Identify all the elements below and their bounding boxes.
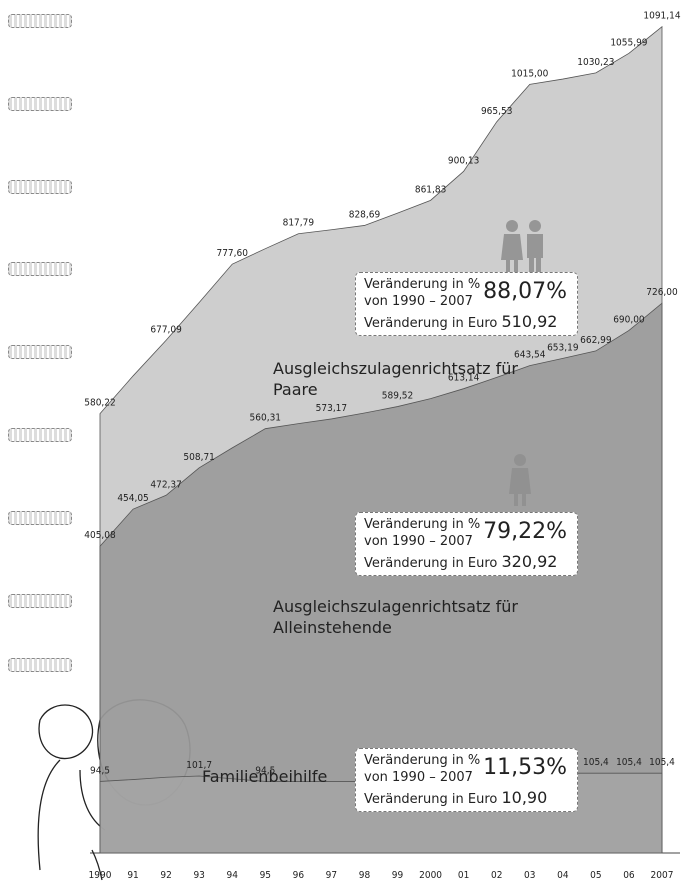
x-tick-label: 02 bbox=[491, 870, 502, 881]
x-tick-label: 99 bbox=[392, 870, 404, 881]
data-label: 662,99 bbox=[580, 335, 612, 346]
x-tick-label: 91 bbox=[127, 870, 138, 881]
data-label: 573,17 bbox=[316, 403, 347, 414]
data-label: 828,69 bbox=[349, 209, 381, 220]
x-tick-label: 93 bbox=[193, 870, 204, 881]
data-label: 105,4 bbox=[583, 757, 609, 768]
euro-row: Veränderung in Euro 320,92 bbox=[364, 553, 569, 572]
y-label-blob bbox=[8, 180, 72, 194]
y-label-blob bbox=[8, 345, 72, 359]
x-tick-label: 95 bbox=[260, 870, 271, 881]
data-label: 817,79 bbox=[283, 218, 315, 229]
data-label: 472,37 bbox=[150, 479, 181, 490]
data-label: 94,5 bbox=[90, 765, 110, 776]
data-label: 560,31 bbox=[250, 413, 281, 424]
data-label: 1030,23 bbox=[577, 57, 614, 68]
change-percent: 88,07% bbox=[483, 283, 567, 300]
y-label-blob bbox=[8, 594, 72, 608]
x-tick-label: 03 bbox=[524, 870, 535, 881]
data-label: 777,60 bbox=[216, 248, 248, 259]
data-label: 105,4 bbox=[616, 757, 642, 768]
x-tick-label: 05 bbox=[590, 870, 601, 881]
data-label: 653,19 bbox=[547, 342, 579, 353]
data-label: 965,53 bbox=[481, 106, 512, 117]
x-tick-label: 94 bbox=[227, 870, 239, 881]
x-tick-label: 01 bbox=[458, 870, 469, 881]
x-tick-label: 96 bbox=[293, 870, 305, 881]
data-label: 1015,00 bbox=[511, 68, 548, 79]
data-label: 405,08 bbox=[84, 530, 116, 541]
euro-row: Veränderung in Euro 510,92 bbox=[364, 313, 569, 332]
data-label: 580,22 bbox=[84, 398, 115, 409]
data-label: 726,00 bbox=[646, 287, 678, 298]
data-label: 677,09 bbox=[150, 324, 182, 335]
euro-label: Veränderung in Euro bbox=[364, 316, 497, 331]
x-tick-label: 04 bbox=[557, 870, 569, 881]
data-label: 454,05 bbox=[117, 493, 148, 504]
x-tick-label: 2000 bbox=[419, 870, 442, 881]
change-percent: 79,22% bbox=[483, 523, 567, 540]
y-label-blob bbox=[8, 14, 72, 28]
data-label: 861,83 bbox=[415, 184, 446, 195]
x-tick-label: 1990 bbox=[89, 870, 112, 881]
change-percent: 11,53% bbox=[483, 759, 567, 776]
data-label: 105,4 bbox=[649, 757, 675, 768]
chart: 1990 91 92 93 94 95 96 97 98 99 2000 01 02 03 04 05 06 20… bbox=[0, 0, 694, 887]
y-label-blob bbox=[8, 97, 72, 111]
series-title: Ausgleichszulagenrichtsatz für Paare bbox=[273, 358, 523, 400]
data-label: 1091,14 bbox=[643, 11, 680, 22]
page: {"chart_data":{"type":"area","ylim":[0,1… bbox=[0, 0, 694, 887]
euro-value: 320,92 bbox=[501, 552, 557, 571]
x-tick-label: 06 bbox=[623, 870, 635, 881]
series-title: Familienbeihilfe bbox=[202, 766, 362, 787]
series-title: Ausgleichszulagenrichtsatz für Alleinste… bbox=[273, 596, 523, 638]
data-label: 1055,99 bbox=[610, 37, 647, 48]
y-label-blob bbox=[8, 428, 72, 442]
y-label-blob bbox=[8, 511, 72, 525]
euro-value: 510,92 bbox=[501, 312, 557, 331]
x-tick-label: 97 bbox=[326, 870, 337, 881]
y-label-blob bbox=[8, 658, 72, 672]
x-tick-label: 2007 bbox=[651, 870, 674, 881]
data-label: 690,00 bbox=[613, 314, 645, 325]
data-label: 508,71 bbox=[183, 452, 214, 463]
data-label: 900,13 bbox=[448, 155, 479, 166]
euro-row: Veränderung in Euro 10,90 bbox=[364, 789, 569, 808]
x-tick-label: 92 bbox=[160, 870, 171, 881]
euro-value: 10,90 bbox=[501, 788, 547, 807]
euro-label: Veränderung in Euro bbox=[364, 556, 497, 571]
y-label-blob bbox=[8, 262, 72, 276]
x-tick-label: 98 bbox=[359, 870, 371, 881]
euro-label: Veränderung in Euro bbox=[364, 792, 497, 807]
